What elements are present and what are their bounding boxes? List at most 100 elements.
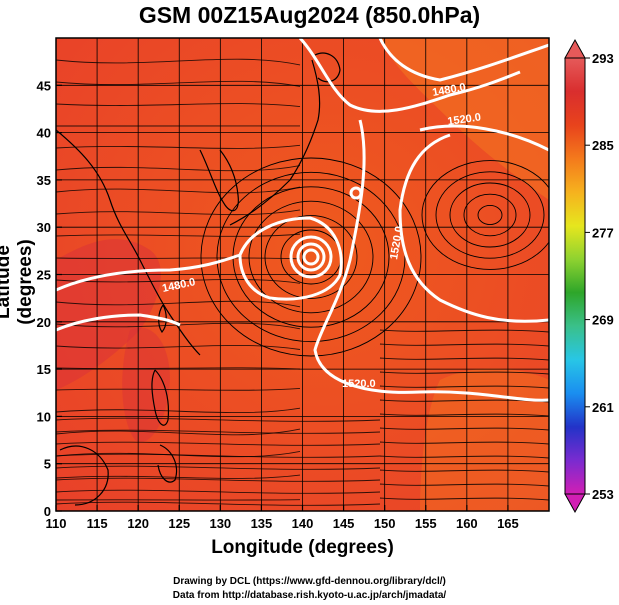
x-tick-label: 155 (415, 516, 437, 531)
coastline-taiwan (158, 304, 167, 333)
colorbar-tick-label: 293 (592, 51, 614, 66)
credit-data-source: Data from http://database.rish.kyoto-u.a… (172, 590, 447, 601)
chart-title: GSM 00Z15Aug2024 (850.0hPa) (138, 2, 481, 28)
streamline (421, 160, 549, 270)
streamline (463, 193, 517, 237)
streamline (56, 417, 381, 422)
cool-region-southeast (420, 368, 549, 511)
streamline (56, 233, 301, 237)
contour-label-1520-north: 1520.0 (447, 111, 482, 128)
streamline (379, 329, 549, 333)
streamline (379, 427, 549, 431)
colorbar-tick-label: 253 (592, 487, 614, 502)
x-tick-label: 125 (168, 516, 190, 531)
streamline (56, 407, 301, 414)
streamline (56, 322, 301, 330)
streamline (379, 455, 549, 459)
streamline (56, 80, 301, 87)
streamline (379, 497, 549, 501)
contour-1520-ring (398, 124, 549, 323)
typhoon-ring-3 (302, 248, 320, 266)
streamline (216, 172, 406, 342)
y-tick-label: 20 (37, 315, 51, 330)
streamline (56, 209, 301, 216)
streamline (56, 103, 301, 108)
height-contours (56, 38, 549, 402)
graticule (56, 38, 549, 511)
streamline (379, 385, 549, 389)
contour-1480-west (56, 253, 241, 292)
colorbar-tick-label: 285 (592, 138, 614, 153)
contour-labels: 1480.0 1520.0 1520.0 1480.0 1520.0 (161, 81, 482, 390)
contour-1520-south (313, 119, 549, 402)
contour-label-1520-south: 1520.0 (342, 378, 376, 390)
streamline (56, 58, 301, 66)
y-tick-label: 15 (37, 362, 51, 377)
x-tick-label: 115 (87, 516, 108, 531)
x-tick-label: 145 (333, 516, 355, 531)
streamline (379, 343, 549, 347)
streamline (449, 182, 531, 248)
streamline (477, 204, 503, 226)
streamline (56, 453, 381, 458)
y-tick-label: 35 (37, 173, 51, 188)
contour-1520-west (56, 313, 181, 332)
streamline (56, 186, 301, 194)
streamline (56, 279, 301, 284)
x-tick-label: 120 (127, 516, 149, 531)
x-tick-label: 160 (456, 516, 478, 531)
colorbar-top-arrow (564, 38, 586, 59)
typhoon-ring-2 (296, 242, 326, 272)
x-axis-label: Longitude (degrees) (211, 537, 394, 558)
y-tick-label: 45 (37, 78, 51, 93)
streamline (56, 465, 381, 470)
streamline (379, 413, 549, 417)
streamline (379, 441, 549, 445)
y-tick-label: 0 (44, 504, 51, 519)
streamline (56, 144, 301, 149)
colorbar-tick-label: 269 (592, 313, 614, 328)
contour-1480-north (298, 38, 521, 113)
streamline (435, 171, 545, 259)
streamline (56, 441, 381, 446)
x-tick-label: 110 (46, 516, 67, 531)
small-closed-contour (349, 186, 363, 200)
typhoon-ring-1 (289, 235, 333, 279)
y-tick-label: 25 (37, 268, 51, 283)
x-tick-label: 130 (209, 516, 231, 531)
streamline (379, 483, 549, 487)
y-tick-label: 10 (37, 409, 51, 424)
typhoon-ring-outer (238, 216, 343, 301)
streamline (200, 157, 422, 357)
streamline (56, 165, 301, 172)
coastline-borneo (59, 445, 109, 506)
warm-region-west (56, 239, 161, 390)
streamline (56, 344, 301, 350)
x-tick-label: 135 (251, 516, 273, 531)
plot-area: 1480.0 1520.0 1520.0 1480.0 1520.0 (56, 38, 549, 511)
streamline (379, 357, 549, 361)
wind-streamlines (56, 58, 549, 506)
colorbar-tick-label: 277 (592, 225, 614, 240)
credit-dcl: Drawing by DCL (https://www.gfd-dennou.o… (173, 576, 446, 587)
streamline (379, 399, 549, 403)
y-tick-label: 30 (37, 220, 51, 235)
contour-1520-north (378, 38, 549, 82)
x-tick-label: 165 (497, 516, 519, 531)
colorbar-tick-label: 261 (592, 400, 614, 415)
streamline (56, 387, 301, 391)
streamline (379, 469, 549, 473)
streamline (56, 300, 301, 308)
colorbar-bottom-arrow (564, 493, 586, 514)
colorbar-ticks: 253 261 269 277 285 293 (585, 51, 614, 502)
streamline (56, 501, 381, 506)
coastline-korea (199, 149, 239, 212)
coastline-hokkaido (314, 52, 341, 83)
contour-label-1480-north: 1480.0 (431, 81, 466, 99)
x-tick-label: 140 (292, 516, 314, 531)
coastline-japan (229, 59, 321, 226)
x-tick-label: 150 (374, 516, 396, 531)
streamline (56, 257, 301, 260)
streamline (264, 215, 358, 299)
y-tick-label: 40 (37, 126, 51, 141)
